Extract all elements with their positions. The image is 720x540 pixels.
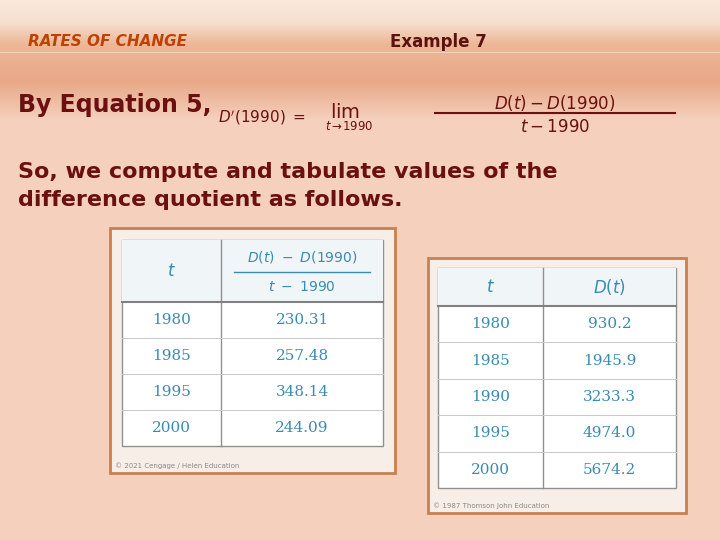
- Bar: [122, 240, 383, 302]
- Bar: [438, 268, 676, 488]
- Text: difference quotient as follows.: difference quotient as follows.: [18, 190, 402, 210]
- Bar: [438, 268, 676, 306]
- Text: 1995: 1995: [471, 427, 510, 441]
- Text: 4974.0: 4974.0: [582, 427, 636, 441]
- Text: 5674.2: 5674.2: [582, 463, 636, 477]
- Text: $D'(1990)\ =\ $: $D'(1990)\ =\ $: [218, 109, 306, 127]
- Text: $D(t)$: $D(t)$: [593, 277, 626, 297]
- Text: 230.31: 230.31: [276, 313, 329, 327]
- Text: 2000: 2000: [471, 463, 510, 477]
- Text: $t$: $t$: [167, 262, 176, 280]
- Text: 1980: 1980: [471, 317, 510, 331]
- Text: $t\ -\ 1990$: $t\ -\ 1990$: [269, 280, 336, 294]
- Text: 257.48: 257.48: [276, 349, 328, 363]
- Text: Example 7: Example 7: [390, 33, 487, 51]
- Text: 2000: 2000: [152, 421, 191, 435]
- Text: $t\rightarrow\!1990$: $t\rightarrow\!1990$: [325, 119, 373, 132]
- Text: $t$: $t$: [486, 279, 495, 295]
- Text: RATES OF CHANGE: RATES OF CHANGE: [28, 35, 187, 50]
- Text: $t-1990$: $t-1990$: [520, 118, 590, 136]
- Text: 930.2: 930.2: [588, 317, 631, 331]
- Text: $D(t)\ -\ D(1990)$: $D(t)\ -\ D(1990)$: [247, 249, 357, 265]
- Text: 3233.3: 3233.3: [583, 390, 636, 404]
- Text: 1980: 1980: [152, 313, 191, 327]
- Bar: [122, 240, 383, 446]
- Text: © 2021 Cengage / Helen Education: © 2021 Cengage / Helen Education: [115, 462, 239, 469]
- Text: 244.09: 244.09: [275, 421, 329, 435]
- Text: 1985: 1985: [152, 349, 191, 363]
- Text: $D(t)-D(1990)$: $D(t)-D(1990)$: [495, 93, 616, 113]
- Text: © 1987 Thomson John Education: © 1987 Thomson John Education: [433, 502, 549, 509]
- Text: So, we compute and tabulate values of the: So, we compute and tabulate values of th…: [18, 162, 557, 182]
- Text: By Equation 5,: By Equation 5,: [18, 93, 212, 117]
- Text: 1990: 1990: [471, 390, 510, 404]
- Text: 1945.9: 1945.9: [582, 354, 636, 368]
- Text: 348.14: 348.14: [276, 385, 329, 399]
- Text: 1995: 1995: [152, 385, 191, 399]
- Bar: [110, 228, 395, 473]
- Text: $\lim$: $\lim$: [330, 103, 360, 122]
- Text: 1985: 1985: [471, 354, 510, 368]
- Bar: [428, 258, 686, 513]
